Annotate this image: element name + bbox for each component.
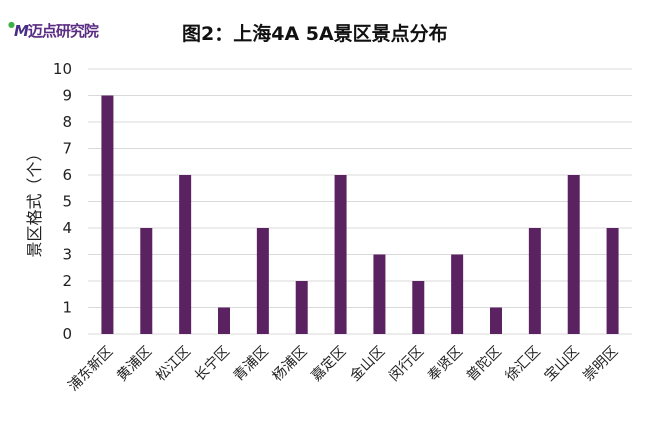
y-tick-label: 5	[62, 193, 72, 211]
x-tick-label: 宝山区	[542, 344, 583, 385]
bar	[528, 228, 541, 334]
y-tick-label: 1	[62, 299, 72, 317]
x-tick-label: 杨浦区	[270, 344, 311, 385]
y-tick-label: 4	[62, 219, 72, 237]
x-tick-label: 青浦区	[231, 344, 272, 385]
y-tick-label: 9	[62, 87, 72, 105]
bar	[140, 228, 153, 334]
x-tick-label: 崇明区	[580, 344, 621, 385]
x-tick-label: 嘉定区	[308, 344, 349, 385]
bar	[373, 254, 386, 334]
x-tick-label: 徐汇区	[503, 344, 544, 385]
bar	[490, 307, 502, 334]
y-axis-label: 景区格式（个）	[25, 145, 44, 257]
x-tick-label: 闵行区	[386, 344, 427, 385]
y-tick-label: 3	[62, 246, 72, 264]
y-tick-label: 8	[62, 113, 72, 131]
bar	[218, 307, 230, 334]
x-tick-label: 金山区	[347, 344, 388, 385]
y-tick-label: 6	[62, 166, 72, 184]
bar	[256, 228, 269, 334]
bar	[451, 254, 464, 334]
y-tick-label: 10	[53, 60, 72, 78]
x-tick-label: 奉贤区	[425, 344, 466, 385]
chart-title: 图2：上海4A 5A景区景点分布	[182, 23, 448, 45]
y-tick-label: 0	[62, 325, 72, 343]
y-tick-label: 7	[62, 140, 72, 158]
bar	[101, 95, 114, 334]
x-tick-label: 长宁区	[191, 343, 233, 385]
x-tick-label: 松江区	[153, 344, 194, 385]
bar	[179, 175, 192, 334]
bar	[567, 175, 580, 334]
bar	[295, 281, 308, 334]
logo: ●M迈点研究院	[8, 20, 99, 40]
bar	[606, 228, 619, 334]
x-tick-label: 普陀区	[464, 344, 505, 385]
x-tick-label: 黄浦区	[113, 343, 155, 385]
y-tick-label: 2	[62, 272, 72, 290]
x-tick-label: 浦东新区	[65, 344, 116, 395]
bar	[334, 175, 347, 334]
bar	[412, 281, 425, 334]
